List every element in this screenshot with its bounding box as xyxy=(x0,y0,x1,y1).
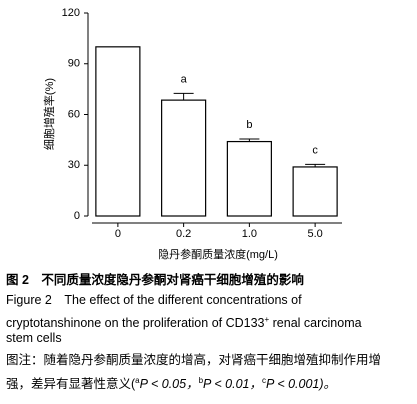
bar xyxy=(292,166,338,217)
note-sup: a xyxy=(135,376,140,385)
x-tick-label: 0 xyxy=(115,228,121,240)
bar xyxy=(226,140,272,217)
note-text: P < 0.001)。 xyxy=(265,377,337,392)
caption-text: cryptotanshinone on the proliferation of… xyxy=(6,316,265,331)
y-tick-label: 120 xyxy=(62,7,80,19)
caption-english: Figure 2 The effect of the different con… xyxy=(6,293,302,307)
annotation: c xyxy=(312,144,318,156)
bar xyxy=(95,46,141,217)
y-tick-label: 30 xyxy=(68,159,80,171)
annotation: b xyxy=(246,119,252,131)
caption-note: 图注：随着隐丹参酮质量浓度的增高，对肾癌干细胞增殖抑制作用增 xyxy=(6,353,382,367)
y-tick-label: 60 xyxy=(68,108,80,120)
x-tick-label: 5.0 xyxy=(307,228,322,240)
annotation: a xyxy=(181,73,188,85)
y-tick-label: 0 xyxy=(74,210,80,222)
bar xyxy=(161,99,207,217)
y-axis-label: 细胞增殖率(%) xyxy=(42,78,56,150)
note-text: 强，差异有显著性意义( xyxy=(6,377,136,392)
x-axis-label: 隐丹参酮质量浓度(mg/L) xyxy=(158,247,278,261)
note-text: P < 0.05， xyxy=(139,377,199,392)
y-tick-label: 90 xyxy=(68,58,80,70)
caption-title: 图 2 不同质量浓度隐丹参酮对肾癌干细胞增殖的影响 xyxy=(6,273,304,287)
caption-sup: + xyxy=(264,315,270,324)
caption-text: renal carcinoma xyxy=(269,316,362,331)
note-sup: b xyxy=(198,376,204,385)
caption-note: 强，差异有显著性意义(aP < 0.05，bP < 0.01，cP < 0.00… xyxy=(6,371,336,394)
caption-english: stem cells xyxy=(6,331,62,345)
note-sup: c xyxy=(261,376,266,385)
chart: 细胞增殖率(%) 隐丹参酮质量浓度(mg/L) 0 30 60 90 120 0 0.2 a 1… xyxy=(42,7,342,261)
x-tick-label: 1.0 xyxy=(242,228,257,240)
caption-english: cryptotanshinone on the proliferation of… xyxy=(6,310,362,333)
x-tick-label: 0.2 xyxy=(176,228,191,240)
note-text: P < 0.01， xyxy=(203,377,262,392)
